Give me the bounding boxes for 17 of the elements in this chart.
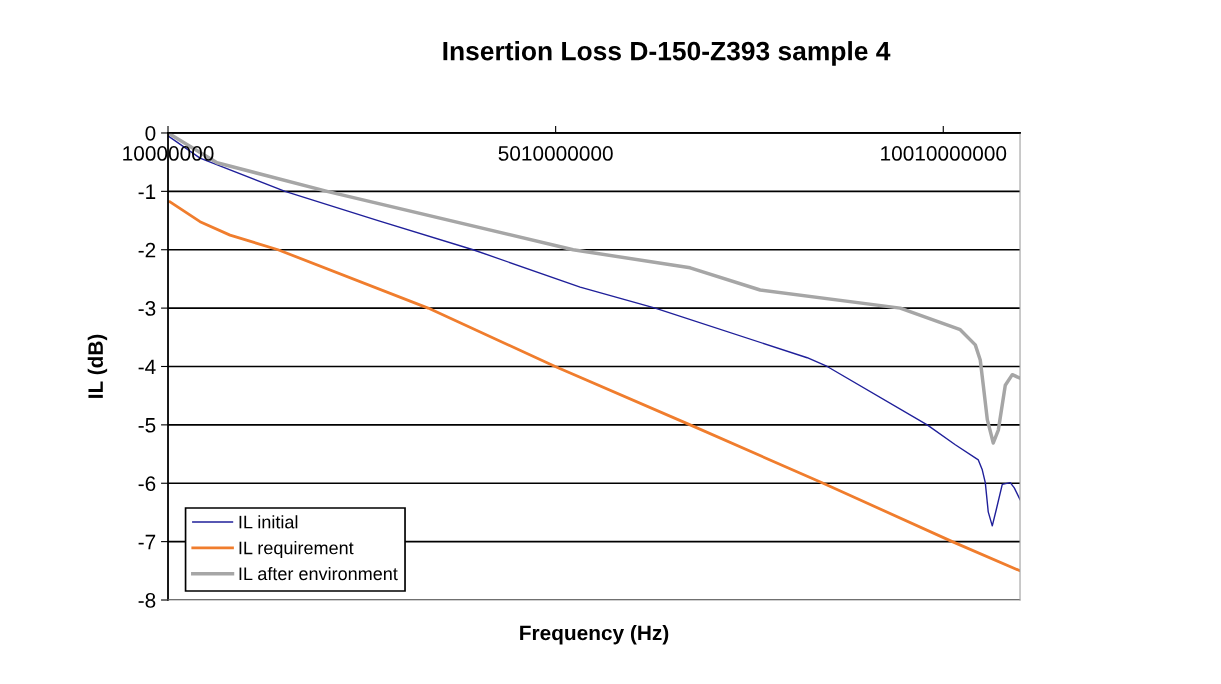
legend-label: IL initial [239,515,298,529]
x-tick-label: 10010000000 [881,146,1007,161]
legend-label: IL after environment [239,566,398,581]
y-tick-label: -6 [138,476,156,491]
y-tick-label: -2 [138,242,156,258]
y-tick-label: 0 [145,125,156,141]
y-axis-title: IL (dB) [87,334,108,398]
legend-label: IL requirement [239,541,354,558]
y-tick-label: -3 [138,301,156,316]
y-tick-label: -5 [138,418,156,433]
y-tick-label: -8 [138,593,156,608]
y-tick-label: -1 [138,184,156,199]
x-axis-title: Frequency (Hz) [520,625,669,645]
chart-title: Insertion Loss D-150-Z393 sample 4 [443,41,891,66]
x-tick-label: 5010000000 [498,146,613,161]
y-tick-label: -7 [138,534,156,550]
y-tick-label: -4 [138,359,156,375]
